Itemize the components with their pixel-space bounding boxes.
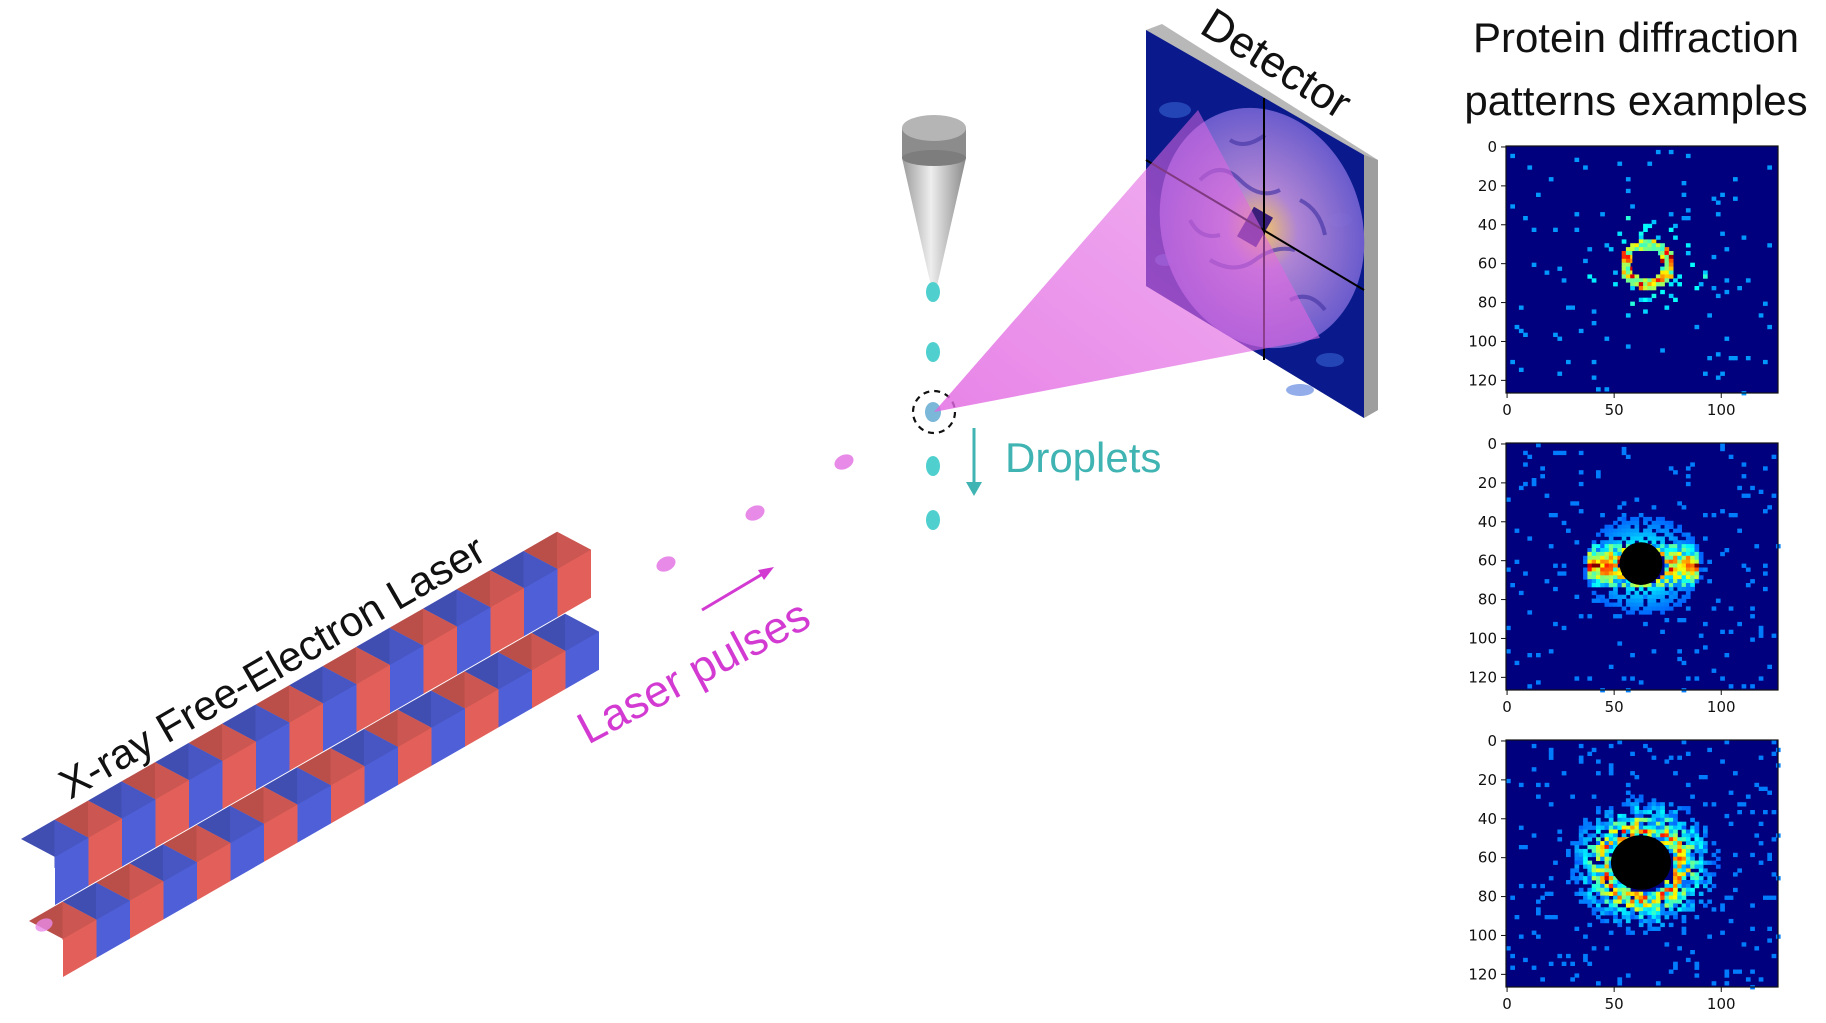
magnet-block: [54, 800, 122, 886]
magnet-block: [523, 531, 591, 617]
magnet-block: [230, 786, 298, 862]
panel-title-line-1: Protein diffraction: [1473, 14, 1799, 61]
x-tick-label: 100: [1707, 698, 1736, 716]
interaction-point-marker: [911, 389, 957, 435]
plot-frame: [1505, 442, 1779, 691]
y-tick-label: 20: [1478, 177, 1497, 195]
beamstop: [1632, 251, 1659, 275]
y-tick-label: 120: [1468, 965, 1497, 983]
laser-pulse-dots: [35, 454, 854, 932]
y-tick-label: 120: [1468, 371, 1497, 389]
heatmap-panel-1: 0 20 40 60 80 100 120 0 50 100: [1468, 138, 1779, 419]
y-tick-label: 0: [1487, 138, 1497, 156]
magnet-block: [129, 844, 197, 920]
droplet: [926, 456, 940, 476]
droplets-arrowhead: [966, 482, 982, 496]
magnet-block: [431, 671, 499, 747]
beamstop: [1619, 542, 1663, 585]
y-tick-label: 0: [1487, 435, 1497, 453]
magnet-block: [389, 608, 457, 694]
magnet-block: [96, 863, 164, 939]
diffraction-heatmaps: 0 20 40 60 80 100 120 0 50 100 0 20 40 60 80 100 120 0 50 1…: [1468, 138, 1781, 1013]
magnet-block: [121, 762, 189, 848]
y-tick-label: 40: [1478, 513, 1497, 531]
y-tick-label: 100: [1468, 332, 1497, 350]
magnet-block: [62, 882, 130, 958]
y-tick-label: 60: [1478, 552, 1497, 570]
magnet-block: [356, 627, 424, 713]
magnet-block: [163, 825, 231, 901]
magnet-block: [464, 652, 532, 728]
droplet: [925, 402, 941, 422]
y-tick-label: 20: [1478, 771, 1497, 789]
magnet-block: [397, 690, 465, 766]
laser-pulse: [745, 505, 765, 521]
droplet: [926, 510, 940, 530]
y-tick-label: 80: [1478, 591, 1497, 609]
magnet-block: [263, 767, 331, 843]
x-tick-label: 100: [1707, 995, 1736, 1013]
x-tick-label: 50: [1605, 698, 1624, 716]
laser-pulse: [656, 556, 676, 572]
heatmap-cells: [1506, 443, 1781, 693]
magnet-block: [423, 589, 491, 675]
laser-pulse-arrow: [701, 570, 767, 612]
magnet-block: [289, 666, 357, 752]
y-tick-label: 60: [1478, 255, 1497, 273]
y-tick-label: 80: [1478, 294, 1497, 312]
laser-pulse-arrowhead: [758, 567, 774, 580]
x-tick-label: 0: [1502, 995, 1512, 1013]
magnet-block: [88, 781, 156, 867]
magnet-block: [29, 901, 97, 977]
y-tick-label: 80: [1478, 888, 1497, 906]
y-tick-label: 100: [1468, 629, 1497, 647]
magnet-block: [297, 748, 365, 824]
magnet-block: [188, 723, 256, 809]
droplets-label: Droplets: [1005, 434, 1161, 481]
y-tick-label: 100: [1468, 926, 1497, 944]
y-tick-label: 120: [1468, 668, 1497, 686]
x-tick-label: 0: [1502, 401, 1512, 419]
magnet-block: [364, 709, 432, 785]
droplet-stream: [925, 282, 941, 530]
droplet: [926, 282, 940, 302]
panel-title-line-2: patterns examples: [1464, 77, 1807, 124]
droplet: [926, 342, 940, 362]
y-tick-label: 60: [1478, 849, 1497, 867]
y-tick-label: 0: [1487, 732, 1497, 750]
laser-pulse: [35, 918, 53, 932]
magnet-block: [155, 743, 223, 829]
heatmap-panel-3: 0 20 40 60 80 100 120 0 50 100: [1468, 732, 1781, 1013]
magnet-block: [196, 805, 264, 881]
y-tick-label: 40: [1478, 216, 1497, 234]
magnet-block: [531, 613, 599, 689]
scattered-xray-cone: [934, 110, 1320, 412]
magnet-block: [21, 819, 89, 905]
y-tick-label: 20: [1478, 474, 1497, 492]
heatmap-cells: [1506, 740, 1781, 990]
magnet-block: [498, 633, 566, 709]
x-tick-label: 50: [1605, 995, 1624, 1013]
x-tick-label: 0: [1502, 698, 1512, 716]
undulator-magnet-array: [21, 531, 599, 977]
heatmap-panel-2: 0 20 40 60 80 100 120 0 50 100: [1468, 435, 1781, 716]
laser-pulse: [834, 454, 854, 470]
plot-frame: [1505, 739, 1779, 988]
y-tick-label: 40: [1478, 810, 1497, 828]
magnet-block: [456, 570, 524, 656]
magnet-block: [490, 551, 558, 637]
magnet-block: [222, 704, 290, 790]
magnet-block: [330, 729, 398, 805]
laser-pulses-label: Laser pulses: [569, 589, 818, 754]
beamstop: [1610, 835, 1671, 890]
magnet-block: [255, 685, 323, 771]
x-tick-label: 50: [1605, 401, 1624, 419]
nozzle: [902, 115, 966, 286]
magnet-block: [322, 647, 390, 733]
x-tick-label: 100: [1707, 401, 1736, 419]
plot-frame: [1505, 145, 1779, 394]
